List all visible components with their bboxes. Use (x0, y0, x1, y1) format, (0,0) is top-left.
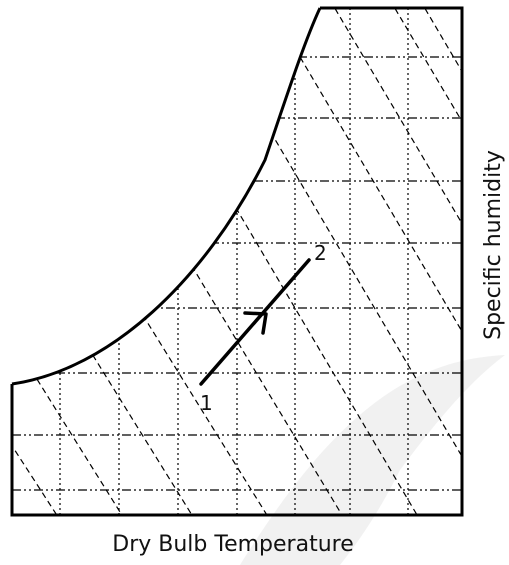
x-axis-label: Dry Bulb Temperature (112, 532, 353, 557)
process-line (199, 258, 311, 386)
watermark-shape (240, 355, 505, 565)
wet-bulb-line (89, 229, 271, 515)
process-arrow-icon (243, 311, 268, 335)
wet-bulb-line (239, 79, 462, 471)
wet-bulb-line (389, 8, 462, 136)
saturation-curve (11, 7, 322, 386)
y-axis-label: Specific humidity (481, 150, 506, 340)
wet-bulb-line (139, 179, 346, 515)
chart-outline (10, 6, 464, 517)
point-2-label: 2 (314, 241, 327, 265)
wet-bulb-line (189, 129, 421, 515)
point-1-label: 1 (200, 391, 213, 415)
wet-bulb-line (39, 269, 196, 515)
wet-bulb-line (289, 39, 462, 346)
wet-bulb-line (329, 8, 462, 238)
